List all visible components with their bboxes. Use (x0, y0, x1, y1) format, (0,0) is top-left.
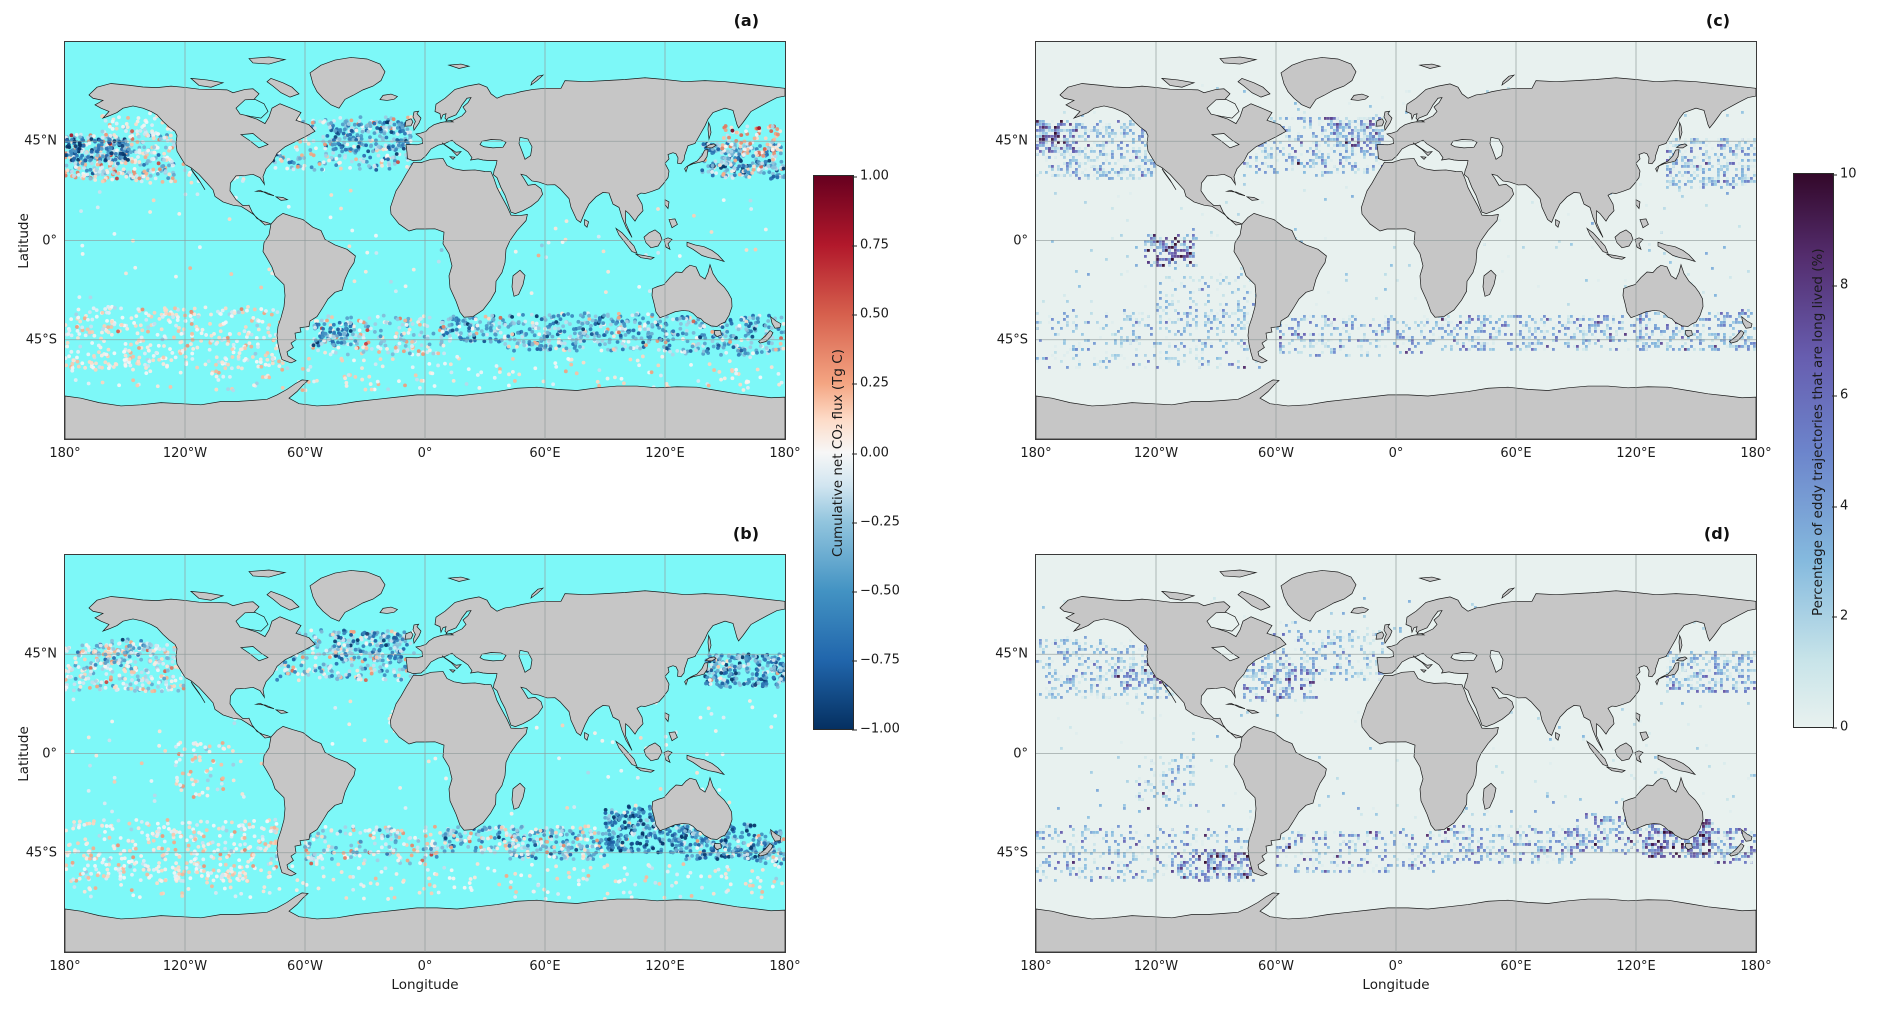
y-tick-label: 0° (1013, 746, 1028, 762)
x-tick-label: 60°E (529, 446, 561, 461)
longitude-axis-label: Longitude (391, 977, 459, 993)
latitude-axis-label: Latitude (16, 725, 32, 782)
y-tick-label: 0° (42, 233, 57, 249)
x-tick-label: 180° (769, 959, 801, 974)
x-tick-label: 180° (1740, 446, 1772, 461)
x-tick-label: 0° (417, 446, 433, 461)
colorbar-tick-label: 2 (1831, 608, 1849, 624)
x-tick-label: 180° (1020, 446, 1052, 461)
longitude-axis-label: Longitude (1362, 977, 1430, 993)
latitude-axis-label: Latitude (16, 212, 32, 269)
panel-b-map-canvas (64, 554, 786, 953)
y-tick-label: 45°N (995, 133, 1028, 149)
colorbar-tick-label: −0.75 (852, 652, 900, 668)
y-tick-label: 45°S (25, 332, 57, 348)
x-tick-label: 180° (769, 446, 801, 461)
x-tick-label: 60°W (1258, 959, 1294, 974)
panel-d-map-canvas (1035, 554, 1757, 953)
y-tick-label: 45°S (25, 845, 57, 861)
colorbar-tick-label: 0 (1831, 719, 1849, 735)
x-tick-label: 60°W (287, 959, 323, 974)
x-tick-label: 180° (1740, 959, 1772, 974)
y-tick-label: 45°N (24, 133, 57, 149)
panel-b: (b) 45°N 0° 45°S 180° 120°W 60°W 0° 60°E… (16, 524, 801, 993)
colorbar-flux-label: Cumulative net CO₂ flux (Tg C) (830, 348, 846, 557)
colorbar-tick-label: 0.75 (852, 237, 889, 253)
colorbar-tick-label: −0.50 (852, 583, 900, 599)
x-tick-label: 120°E (645, 446, 685, 461)
x-tick-label: 120°W (1133, 446, 1179, 461)
x-tick-label: 120°W (162, 959, 208, 974)
x-tick-label: 120°E (1616, 959, 1656, 974)
x-tick-label: 60°W (1258, 446, 1294, 461)
x-tick-label: 120°W (162, 446, 208, 461)
x-tick-label: 120°W (1133, 959, 1179, 974)
x-tick-label: 180° (1020, 959, 1052, 974)
panel-a: (a) 45°N 0° 45°S 180° 120°W 60°W 0° 60°E… (16, 11, 801, 461)
panel-d: (d) 45°N 0° 45°S 180° 120°W 60°W 0° 60°E… (995, 524, 1771, 993)
colorbar-tick-label: 0.25 (852, 375, 889, 391)
y-tick-label: 45°S (996, 845, 1028, 861)
colorbar-tick-label: −0.25 (852, 514, 900, 530)
y-tick-label: 0° (1013, 233, 1028, 249)
y-tick-label: 45°S (996, 332, 1028, 348)
colorbar-tick-label: 0.00 (852, 445, 889, 461)
x-tick-label: 180° (49, 446, 81, 461)
colorbar-tick-label: 0.50 (852, 306, 889, 322)
panel-c-title: (c) (1705, 11, 1730, 30)
y-tick-label: 45°N (24, 646, 57, 662)
x-tick-label: 180° (49, 959, 81, 974)
colorbar-flux: 1.00 0.75 0.50 0.25 0.00 −0.25 −0.50 −0.… (813, 169, 900, 737)
panel-d-title: (d) (1703, 524, 1730, 543)
x-tick-label: 120°E (1616, 446, 1656, 461)
x-tick-label: 60°E (529, 959, 561, 974)
panel-c-map-canvas (1035, 41, 1757, 440)
colorbar-tick-label: 1.00 (852, 168, 889, 184)
x-tick-label: 60°W (287, 446, 323, 461)
y-tick-label: 45°N (995, 646, 1028, 662)
colorbar-eddy-label: Percentage of eddy trajectories that are… (1810, 247, 1826, 616)
x-tick-label: 60°E (1500, 959, 1532, 974)
x-tick-label: 120°E (645, 959, 685, 974)
x-tick-label: 0° (1388, 446, 1404, 461)
colorbar-tick-label: −1.00 (852, 721, 900, 737)
colorbar-tick-label: 8 (1831, 277, 1849, 293)
x-tick-label: 60°E (1500, 446, 1532, 461)
colorbar-tick-label: 4 (1831, 498, 1849, 514)
panel-a-title: (a) (733, 11, 759, 30)
panel-b-title: (b) (732, 524, 759, 543)
x-tick-label: 0° (1388, 959, 1404, 974)
colorbar-tick-label: 6 (1831, 387, 1849, 403)
y-tick-label: 0° (42, 746, 57, 762)
colorbar-tick-label: 10 (1832, 166, 1857, 182)
panel-c: (c) 45°N 0° 45°S 180° 120°W 60°W 0° 60°E… (995, 11, 1771, 461)
x-tick-label: 0° (417, 959, 433, 974)
panel-a-map-canvas (64, 41, 786, 440)
colorbar-eddy: 10 8 6 4 2 0 Percentage of eddy trajecto… (1793, 167, 1857, 735)
